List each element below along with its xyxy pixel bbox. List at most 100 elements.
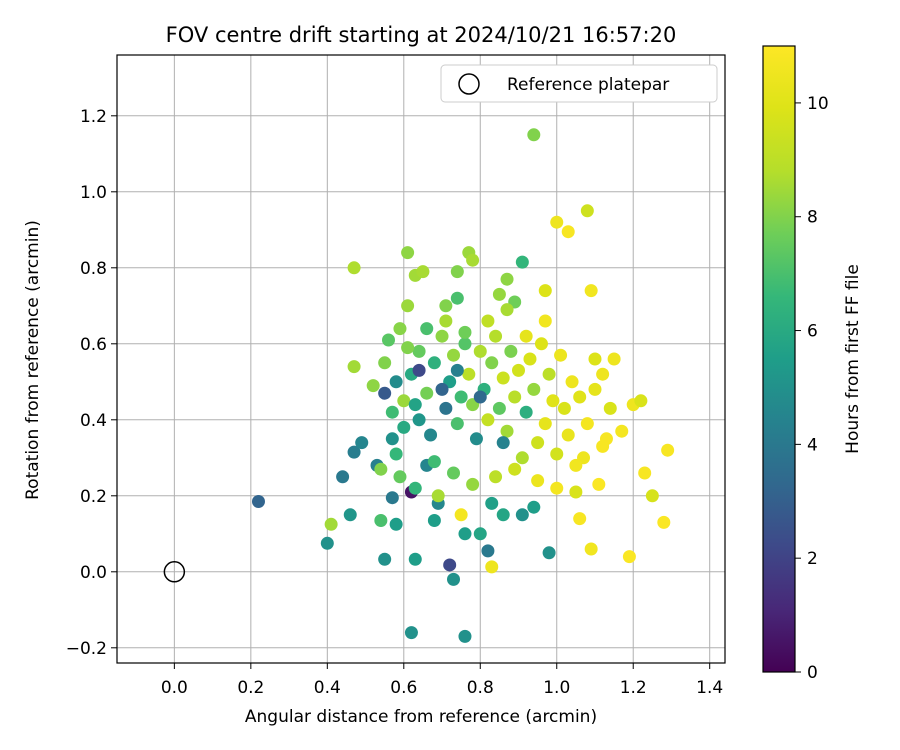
data-point xyxy=(458,629,472,643)
data-point xyxy=(366,379,380,393)
data-point xyxy=(355,436,369,450)
data-point xyxy=(447,572,461,586)
reference-platepar-marker xyxy=(163,561,186,583)
data-point xyxy=(469,432,483,446)
data-point xyxy=(550,481,564,495)
data-point xyxy=(596,439,610,453)
data-points xyxy=(251,128,675,643)
data-point xyxy=(584,284,598,298)
plot-frame xyxy=(116,54,726,664)
legend-entry: Reference platepar xyxy=(507,75,669,95)
data-point xyxy=(347,360,361,374)
data-point xyxy=(473,527,487,541)
data-point xyxy=(485,356,499,370)
data-point xyxy=(450,417,464,431)
data-point xyxy=(634,394,648,408)
x-tick-label: 0.0 xyxy=(161,678,188,698)
colorbar-label: Hours from first FF file xyxy=(843,264,863,454)
colorbar-tick-label: 10 xyxy=(807,94,829,114)
legend-box xyxy=(440,64,718,103)
colorbar-tick-label: 8 xyxy=(807,208,818,228)
data-point xyxy=(622,550,636,564)
data-point xyxy=(374,462,388,476)
data-point xyxy=(515,255,529,269)
data-point xyxy=(374,514,388,527)
data-point xyxy=(447,348,461,362)
data-point xyxy=(512,363,526,377)
data-point xyxy=(546,394,560,408)
data-point xyxy=(458,337,472,351)
data-point xyxy=(393,470,407,484)
data-point xyxy=(496,371,510,385)
data-point xyxy=(527,128,541,142)
data-point xyxy=(565,375,579,389)
x-tick-label: 1.4 xyxy=(696,678,723,698)
data-point xyxy=(473,390,487,404)
y-tick-label: −0.2 xyxy=(66,639,107,659)
data-point xyxy=(603,401,617,415)
data-point xyxy=(427,455,441,469)
data-point xyxy=(527,500,541,514)
data-point xyxy=(473,344,487,358)
chart-title: FOV centre drift starting at 2024/10/21 … xyxy=(166,23,677,47)
x-tick-label: 0.8 xyxy=(467,678,494,698)
data-point xyxy=(381,333,395,347)
x-tick-label: 0.2 xyxy=(237,678,264,698)
data-point xyxy=(542,367,556,381)
data-point xyxy=(580,417,594,431)
data-point xyxy=(523,352,537,366)
data-point xyxy=(466,253,480,267)
data-point xyxy=(489,329,503,343)
data-point xyxy=(439,401,453,415)
data-point xyxy=(515,451,529,465)
data-point xyxy=(450,291,464,305)
data-point xyxy=(538,417,552,431)
data-point xyxy=(561,428,575,442)
data-point xyxy=(496,436,510,450)
data-point xyxy=(397,394,411,408)
legend-marker-circle xyxy=(458,73,480,95)
data-point xyxy=(347,445,361,459)
y-tick-label: 0.4 xyxy=(80,411,107,431)
data-point xyxy=(454,390,468,404)
data-point xyxy=(385,405,399,419)
data-point xyxy=(336,470,350,484)
data-point xyxy=(496,508,510,522)
data-point xyxy=(481,544,495,558)
data-point xyxy=(534,337,548,351)
data-point xyxy=(416,265,430,279)
data-point xyxy=(481,413,495,427)
y-axis-ticks: −0.2 0.0 0.2 0.4 0.6 0.8 1.0 1.2 xyxy=(66,107,117,659)
data-point xyxy=(569,485,583,499)
x-axis-ticks: 0.0 0.2 0.4 0.6 0.8 1.0 1.2 1.4 xyxy=(161,663,723,698)
data-point xyxy=(588,382,602,396)
data-point xyxy=(447,466,461,480)
data-point xyxy=(504,344,518,358)
data-point xyxy=(492,401,506,415)
data-point xyxy=(378,386,392,400)
data-point xyxy=(412,413,426,427)
data-point xyxy=(389,517,403,531)
data-point xyxy=(531,474,545,488)
data-point xyxy=(420,386,434,400)
data-point xyxy=(458,527,472,541)
data-point xyxy=(657,515,671,529)
data-point xyxy=(424,428,438,442)
data-point xyxy=(343,508,357,522)
data-point xyxy=(580,204,594,218)
data-point xyxy=(531,436,545,450)
data-point xyxy=(412,344,426,358)
data-point xyxy=(557,401,571,415)
data-point xyxy=(427,514,441,527)
data-point xyxy=(251,495,265,508)
data-point xyxy=(443,558,457,572)
data-point xyxy=(569,458,583,472)
data-point xyxy=(615,424,629,438)
data-point xyxy=(573,512,587,526)
data-point xyxy=(500,424,514,438)
data-point xyxy=(450,363,464,377)
x-axis-label: Angular distance from reference (arcmin) xyxy=(245,707,597,727)
y-tick-label: 0.0 xyxy=(80,563,107,583)
data-point xyxy=(607,352,621,366)
data-point xyxy=(435,382,449,396)
